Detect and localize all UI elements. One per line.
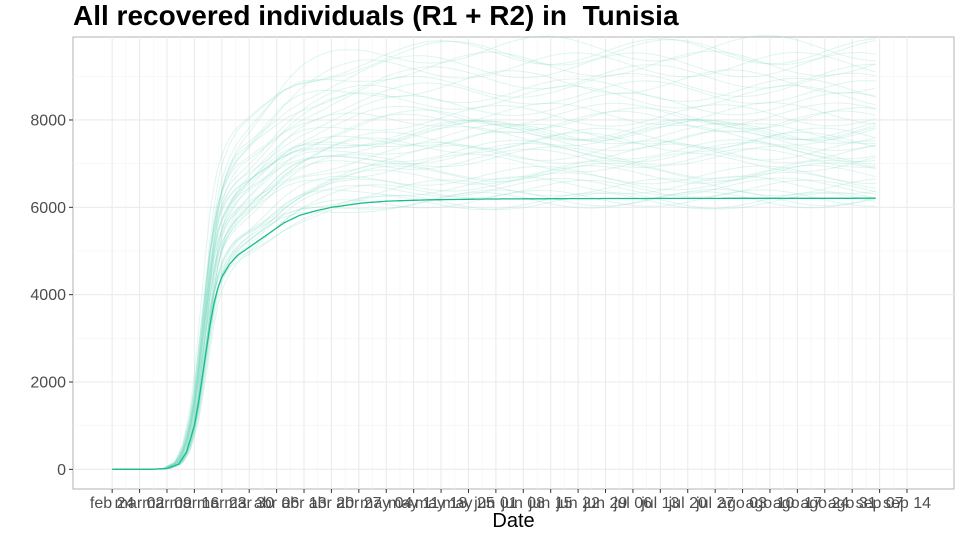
x-tick-label: mar 09: [142, 495, 192, 512]
ensemble-line: [112, 188, 876, 470]
main-line-group: [112, 197, 876, 470]
ensemble-line: [112, 50, 876, 470]
plot-panel: [72, 36, 955, 490]
ensemble-lines: [112, 34, 876, 470]
grid-major: [73, 37, 954, 489]
ensemble-line: [112, 102, 876, 470]
ensemble-line: [112, 92, 876, 470]
x-tick-label: jun 22: [555, 495, 600, 512]
x-tick-label: ago 03: [718, 495, 767, 512]
x-tick-label: feb 24: [90, 495, 135, 512]
x-tick-label: may 18: [415, 495, 468, 512]
x-tick-label: jun 29: [583, 495, 628, 512]
ensemble-line: [112, 123, 876, 470]
x-tick-label: ago 24: [800, 495, 849, 512]
ensemble-line: [112, 143, 876, 470]
ensemble-line: [112, 192, 876, 470]
ensemble-line: [112, 165, 876, 470]
ensemble-line: [112, 38, 876, 470]
x-axis-title: Date: [492, 510, 535, 532]
ensemble-line: [112, 145, 876, 470]
y-axis: 0 2000 4000 6000 8000: [30, 112, 73, 479]
x-tick-label: abr 13: [281, 495, 326, 512]
ensemble-line: [112, 72, 876, 470]
ensemble-line: [112, 122, 876, 470]
ensemble-line: [112, 175, 876, 470]
ensemble-line: [112, 177, 876, 470]
x-tick-label: jul 20: [668, 495, 707, 512]
x-tick-label: sep 14: [883, 495, 931, 512]
ensemble-line: [112, 160, 876, 470]
main-series-line: [112, 197, 876, 470]
ensemble-line: [112, 119, 876, 470]
ensemble-line: [112, 172, 876, 470]
y-tick-label: 0: [57, 462, 66, 479]
ensemble-line: [112, 80, 876, 470]
ensemble-line: [112, 51, 876, 470]
ensemble-line: [112, 189, 876, 470]
ensemble-line: [112, 192, 876, 470]
x-tick-label: jul 13: [640, 495, 679, 512]
ensemble-line: [112, 110, 876, 470]
ensemble-line: [112, 142, 876, 470]
x-tick-label: abr 27: [336, 495, 381, 512]
ensemble-line: [112, 102, 876, 470]
ensemble-line: [112, 39, 876, 470]
ensemble-line: [112, 77, 876, 470]
ensemble-line: [112, 140, 876, 470]
ensemble-line: [112, 162, 876, 470]
x-tick-label: may 25: [442, 495, 495, 512]
x-tick-label: jun 01: [473, 495, 518, 512]
x-tick-label: ago 17: [773, 495, 822, 512]
x-tick-label: abr 06: [254, 495, 299, 512]
ensemble-line: [112, 179, 876, 470]
grid-minor: [73, 37, 954, 489]
y-tick-label: 2000: [30, 375, 66, 392]
ensemble-line: [112, 178, 876, 470]
x-tick-label: mar 30: [224, 495, 274, 512]
ensemble-line: [112, 63, 876, 470]
ensemble-line: [112, 152, 876, 470]
ensemble-line: [112, 130, 876, 470]
y-tick-label: 6000: [30, 200, 66, 217]
ensemble-line: [112, 51, 876, 470]
chart-title: All recovered individuals (R1 + R2) in T…: [73, 0, 679, 31]
x-tick-label: mar 23: [197, 495, 247, 512]
ensemble-line: [112, 165, 876, 470]
ensemble-line: [112, 139, 876, 470]
ensemble-line: [112, 131, 876, 470]
ensemble-line: [112, 104, 876, 470]
ensemble-line: [112, 124, 876, 470]
x-tick-label: mar 16: [169, 495, 219, 512]
ensemble-line: [112, 127, 876, 470]
ensemble-line: [112, 34, 876, 470]
x-tick-label: jul 06: [613, 495, 652, 512]
y-tick-label: 4000: [30, 287, 66, 304]
ensemble-line: [112, 85, 876, 470]
ensemble-line: [112, 119, 876, 470]
x-tick-label: jul 27: [695, 495, 734, 512]
x-tick-label: mar 02: [115, 495, 165, 512]
ensemble-line: [112, 107, 876, 470]
x-tick-label: may 04: [360, 495, 413, 512]
ensemble-line: [112, 118, 876, 470]
ensemble-line: [112, 148, 876, 470]
ensemble-line: [112, 69, 876, 470]
x-tick-label: jun 15: [528, 495, 573, 512]
y-tick-label: 8000: [30, 112, 66, 129]
x-tick-label: ago 31: [828, 495, 877, 512]
x-tick-label: may 11: [388, 495, 439, 512]
x-tick-label: sep 07: [856, 495, 904, 512]
x-tick-label: jun 08: [500, 495, 545, 512]
x-tick-label: ago 10: [746, 495, 795, 512]
x-tick-label: abr 20: [309, 495, 354, 512]
